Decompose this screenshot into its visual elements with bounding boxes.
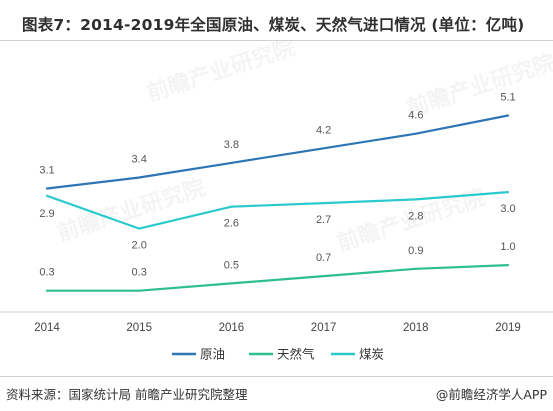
data-label: 4.2	[316, 124, 331, 136]
source-note: 资料来源：国家统计局 前瞻产业研究院整理	[6, 387, 248, 402]
data-label: 0.7	[316, 252, 331, 264]
data-label: 4.6	[408, 110, 423, 122]
legend-label: 煤炭	[359, 348, 384, 362]
x-tick-label: 2014	[34, 322, 60, 334]
data-label: 2.9	[39, 208, 54, 220]
data-label: 0.3	[39, 267, 54, 279]
footer-divider	[0, 376, 553, 377]
data-label: 2.8	[408, 210, 423, 222]
data-label: 0.3	[132, 267, 147, 279]
x-tick-label: 2019	[495, 322, 521, 334]
legend: 原油 天然气 煤炭	[172, 347, 384, 362]
watermark-text: 前瞻产业研究院	[144, 41, 298, 106]
data-label: 0.9	[408, 245, 423, 257]
x-tick-label: 2017	[311, 322, 337, 334]
legend-label: 原油	[200, 348, 225, 362]
data-label: 2.0	[132, 240, 147, 252]
data-label-layer: 3.1 3.4 3.8 4.2 4.6 5.1 0.3 0.3 0.5 0.7 0.9 1.0 2.9 2…	[39, 91, 515, 278]
data-label: 3.1	[39, 164, 54, 176]
watermark-text: 前瞻产业研究院	[404, 49, 553, 120]
x-tick-label: 2016	[219, 322, 245, 334]
data-label: 1.0	[500, 241, 515, 253]
series-layer	[45, 114, 510, 292]
credit-note: @前瞻经济学人APP	[435, 387, 547, 402]
x-tick-label: 2018	[403, 322, 429, 334]
data-label: 2.6	[224, 218, 239, 230]
series-line-天然气	[45, 264, 510, 292]
data-label: 0.5	[224, 259, 239, 271]
title-divider	[0, 40, 553, 41]
data-label: 3.8	[224, 139, 239, 151]
data-label: 3.0	[500, 203, 515, 215]
data-label: 5.1	[500, 91, 515, 103]
series-line-煤炭	[45, 191, 510, 230]
series-line-原油	[45, 114, 510, 190]
x-tick-label: 2015	[126, 322, 152, 334]
chart-title: 图表7：2014-2019年全国原油、煤炭、天然气进口情况 (单位：亿吨)	[22, 16, 525, 34]
data-label: 2.7	[316, 214, 331, 226]
legend-label: 天然气	[277, 347, 315, 362]
data-label: 3.4	[132, 154, 147, 166]
x-axis-ticks: 2014 2015 2016 2017 2018 2019	[34, 322, 521, 334]
